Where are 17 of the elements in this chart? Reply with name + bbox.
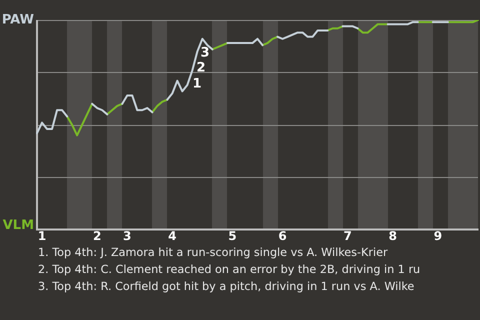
x-tick-label: 2 [92, 228, 102, 243]
x-tick-label: 5 [228, 228, 237, 243]
x-tick-label: 7 [344, 228, 352, 243]
annotation: 3 [200, 45, 210, 60]
text: PAW [2, 12, 34, 28]
x-tick-label: 9 [434, 228, 442, 243]
x-tick-label: 1 [38, 228, 46, 243]
text: 1. Top 4th: J. Zamora hit a run-scoring single vs A. Wilkes-Krier [38, 245, 389, 261]
text: 2. Top 4th: C. Clement reached on an error by the 2B, driving in 1 ru [38, 262, 422, 278]
x-tick-label: 3 [123, 228, 132, 243]
x-tick-label: 8 [388, 228, 397, 243]
annotation: 2 [196, 60, 206, 76]
text: 3. Top 4th: R. Corfield got hit by a pitch, driving in 1 run vs A. Wilke [38, 279, 416, 295]
annotation: 1 [192, 76, 202, 92]
text: VLM [2, 218, 34, 233]
x-tick-label: 4 [168, 228, 176, 243]
x-tick-label: 6 [278, 228, 287, 243]
